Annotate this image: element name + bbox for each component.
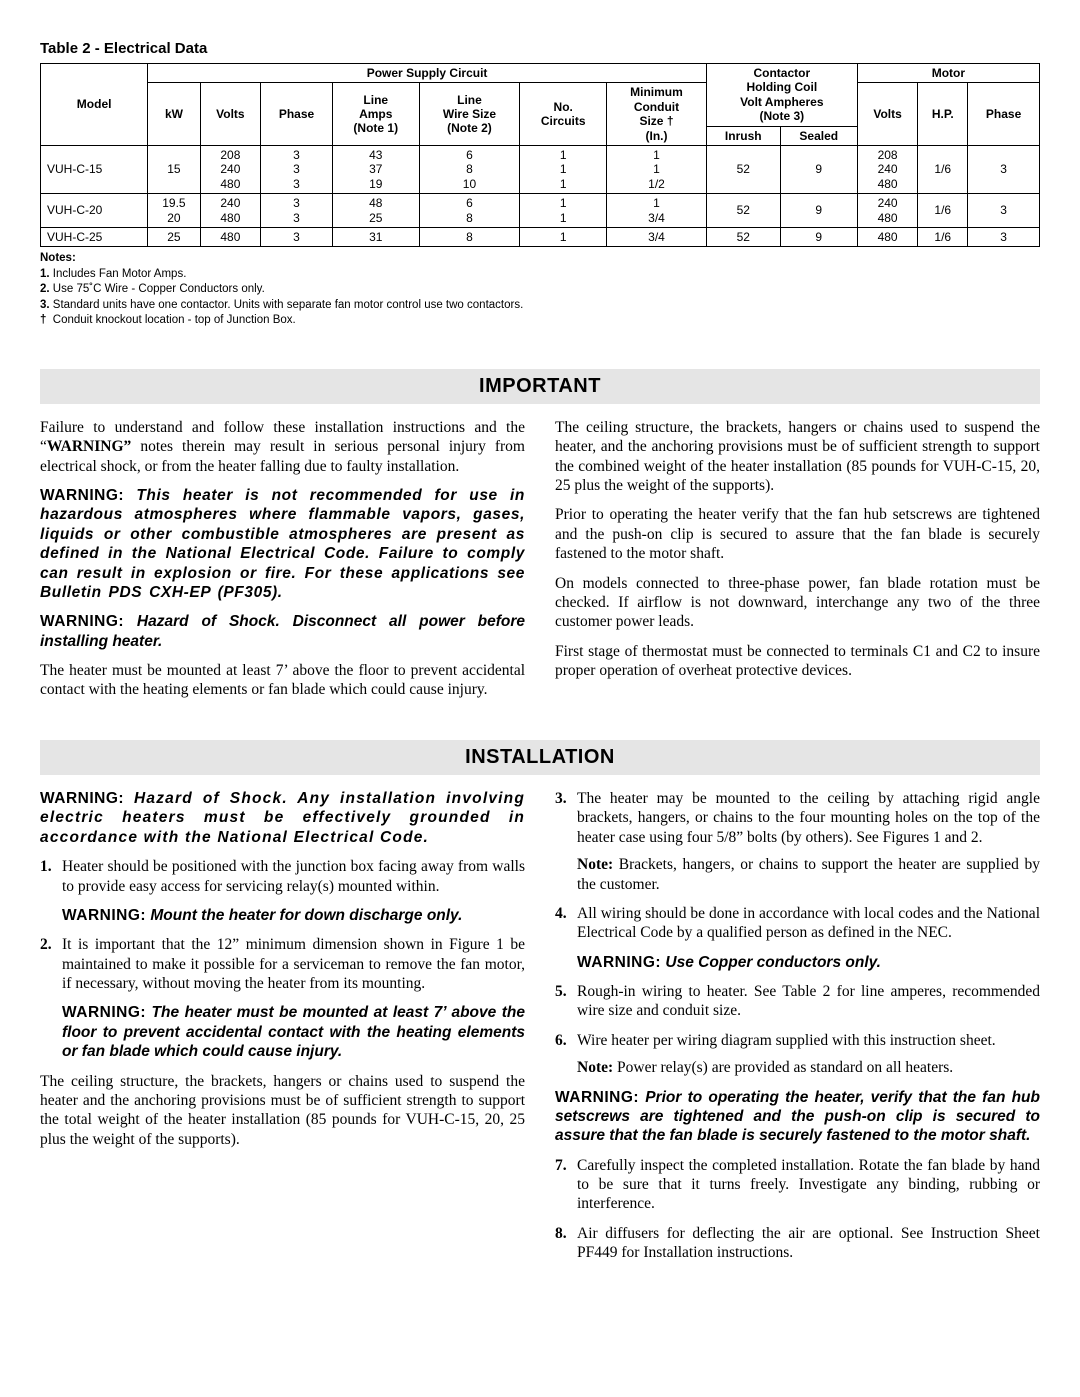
cell-conduit: 111/2 [607,145,707,193]
cell-hp: 1/6 [918,227,968,246]
cell-model: VUH-C-20 [41,194,148,228]
table-row: VUH-C-15152082404803334337196810111111/2… [41,145,1040,193]
note-2: 2. Use 75˚C Wire - Copper Conductors onl… [40,282,1040,298]
inst-warn-6: WARNING: Prior to operating the heater, … [555,1088,1040,1146]
inst-warn-2: WARNING: The heater must be mounted at l… [62,1003,525,1061]
inst-item-5: Rough-in wiring to heater. See Table 2 f… [555,982,1040,1021]
note-3: 3. Standard units have one contactor. Un… [40,298,1040,314]
table-notes: Notes: 1. Includes Fan Motor Amps. 2. Us… [40,251,1040,329]
col-psc: Power Supply Circuit [148,64,707,83]
imp-warning-2: WARNING: Hazard of Shock. Disconnect all… [40,612,525,651]
inst-item-1: Heater should be positioned with the jun… [40,857,525,896]
imp-p2: The heater must be mounted at least 7’ a… [40,661,525,700]
cell-model: VUH-C-25 [41,227,148,246]
col-inrush: Inrush [706,126,780,145]
cell-mvolts: 240480 [857,194,918,228]
cell-inrush: 52 [706,145,780,193]
cell-mphase: 3 [968,227,1040,246]
cell-amps: 433719 [332,145,419,193]
cell-kw: 25 [148,227,200,246]
cell-conduit: 3/4 [607,227,707,246]
col-volts: Volts [200,83,261,146]
inst-warning-top: WARNING: Hazard of Shock. Any installati… [40,789,525,847]
cell-inrush: 52 [706,194,780,228]
inst-item-8: Air diffusers for deflecting the air are… [555,1224,1040,1263]
cell-wire: 68 [419,194,520,228]
cell-phase: 3 [261,227,333,246]
col-sealed: Sealed [780,126,857,145]
col-amps: LineAmps(Note 1) [332,83,419,146]
imp-p5: On models connected to three-phase power… [555,574,1040,632]
inst-item-6: Wire heater per wiring diagram supplied … [555,1031,1040,1078]
inst-item-2: It is important that the 12” minimum dim… [40,935,525,993]
cell-wire: 8 [419,227,520,246]
cell-circuits: 11 [520,194,607,228]
col-wire: LineWire Size(Note 2) [419,83,520,146]
cell-sealed: 9 [780,145,857,193]
col-circuits: No.Circuits [520,83,607,146]
inst-item-7: Carefully inspect the completed installa… [555,1156,1040,1214]
inst-warn-4: WARNING: Use Copper conductors only. [577,953,1040,972]
table-title: Table 2 - Electrical Data [40,40,1040,57]
cell-phase: 333 [261,145,333,193]
col-model: Model [41,64,148,146]
col-mvolts: Volts [857,83,918,146]
important-banner: IMPORTANT [40,369,1040,404]
imp-p3: The ceiling structure, the brackets, han… [555,418,1040,496]
important-body: Failure to understand and follow these i… [40,418,1040,700]
cell-inrush: 52 [706,227,780,246]
col-mphase: Phase [968,83,1040,146]
inst-item-4: All wiring should be done in accordance … [555,904,1040,943]
cell-hp: 1/6 [918,194,968,228]
cell-wire: 6810 [419,145,520,193]
notes-title: Notes: [40,251,1040,267]
installation-banner: INSTALLATION [40,740,1040,775]
inst-p-mid: The ceiling structure, the brackets, han… [40,1072,525,1150]
imp-p4: Prior to operating the heater verify tha… [555,505,1040,563]
cell-phase: 33 [261,194,333,228]
cell-hp: 1/6 [918,145,968,193]
table-row: VUH-C-2019.520240480334825681113/4529240… [41,194,1040,228]
note-dagger: † Conduit knockout location - top of Jun… [40,313,1040,329]
cell-model: VUH-C-15 [41,145,148,193]
col-phase: Phase [261,83,333,146]
table-row: VUH-C-2525480331813/45294801/63 [41,227,1040,246]
note-1: 1. Includes Fan Motor Amps. [40,267,1040,283]
cell-amps: 31 [332,227,419,246]
col-hp: H.P. [918,83,968,146]
col-conduit: MinimumConduitSize †(In.) [607,83,707,146]
cell-circuits: 111 [520,145,607,193]
cell-mvolts: 480 [857,227,918,246]
cell-sealed: 9 [780,227,857,246]
col-kw: kW [148,83,200,146]
cell-amps: 4825 [332,194,419,228]
inst-warn-1: WARNING: Mount the heater for down disch… [62,906,525,925]
cell-kw: 15 [148,145,200,193]
cell-mphase: 3 [968,194,1040,228]
inst-item-3: The heater may be mounted to the ceiling… [555,789,1040,894]
cell-mphase: 3 [968,145,1040,193]
cell-kw: 19.520 [148,194,200,228]
cell-volts: 480 [200,227,261,246]
cell-sealed: 9 [780,194,857,228]
electrical-data-table: Model Power Supply Circuit ContactorHold… [40,63,1040,247]
imp-p1: Failure to understand and follow these i… [40,418,525,476]
cell-conduit: 13/4 [607,194,707,228]
col-motor: Motor [857,64,1039,83]
col-contactor: ContactorHolding CoilVolt Ampheres(Note … [706,64,857,127]
installation-body: WARNING: Hazard of Shock. Any installati… [40,789,1040,1263]
cell-volts: 208240480 [200,145,261,193]
cell-circuits: 1 [520,227,607,246]
imp-p6: First stage of thermostat must be connec… [555,642,1040,681]
cell-volts: 240480 [200,194,261,228]
imp-warning-1: WARNING: This heater is not recommended … [40,486,525,602]
cell-mvolts: 208240480 [857,145,918,193]
